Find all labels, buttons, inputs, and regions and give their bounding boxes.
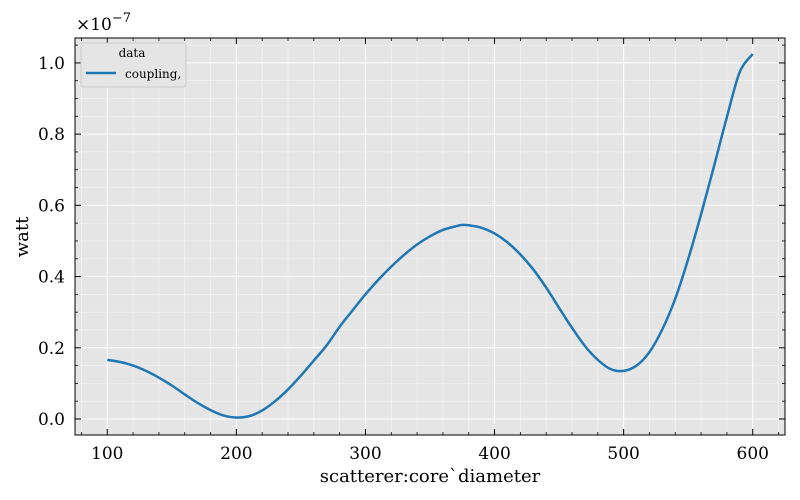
minor-grid bbox=[75, 38, 785, 435]
y-axis-title: watt bbox=[12, 216, 33, 257]
legend-title: data bbox=[119, 46, 146, 60]
y-tick-label: 0.2 bbox=[38, 339, 65, 359]
y-tick-label: 0.6 bbox=[38, 196, 65, 216]
y-offset-label: ×10−7 bbox=[76, 11, 131, 35]
x-axis-title: scatterer:core`diameter bbox=[320, 466, 541, 487]
y-tick-label: 0.4 bbox=[38, 268, 65, 288]
y-offset-exponent: −7 bbox=[112, 11, 131, 26]
axis-ticks bbox=[75, 38, 785, 435]
series-layer bbox=[107, 53, 754, 419]
plot-frame bbox=[74, 37, 786, 436]
legend: data coupling, bbox=[80, 42, 187, 88]
x-tick-label: 300 bbox=[349, 444, 381, 464]
x-tick-label: 200 bbox=[220, 444, 252, 464]
x-tick-label: 400 bbox=[478, 444, 510, 464]
tick-labels: 100 200 300 400 500 600 0.0 0.2 0.4 0.6 0.8 1.0 bbox=[38, 54, 769, 464]
legend-box bbox=[80, 42, 187, 88]
y-tick-label: 0.0 bbox=[38, 410, 65, 430]
y-tick-label: 0.8 bbox=[38, 125, 65, 145]
legend-entry-label: coupling, bbox=[125, 67, 181, 81]
x-tick-label: 600 bbox=[737, 444, 769, 464]
x-tick-label: 500 bbox=[607, 444, 639, 464]
series-line-coupling bbox=[107, 53, 754, 419]
major-grid bbox=[75, 38, 785, 435]
x-tick-label: 100 bbox=[91, 444, 123, 464]
y-tick-label: 1.0 bbox=[38, 54, 65, 74]
